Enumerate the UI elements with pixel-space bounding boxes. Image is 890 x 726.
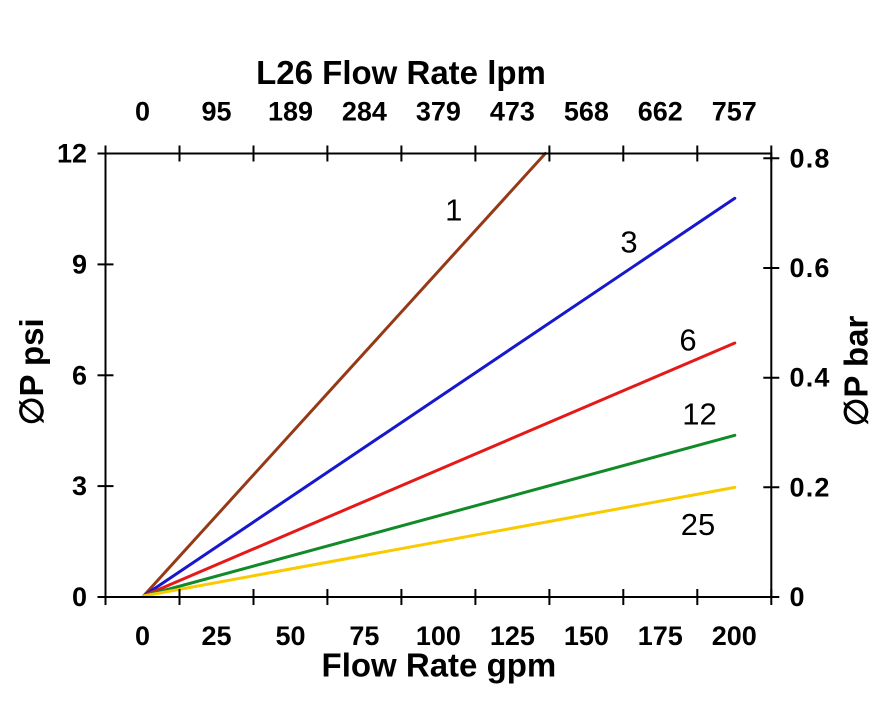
svg-text:0.6: 0.6 [790, 253, 831, 283]
svg-text:50: 50 [275, 621, 305, 651]
svg-text:6: 6 [72, 360, 87, 390]
svg-text:662: 662 [638, 97, 683, 127]
svg-text:200: 200 [712, 621, 757, 651]
svg-text:0: 0 [135, 97, 150, 127]
svg-text:568: 568 [564, 97, 609, 127]
svg-text:Flow Rate gpm: Flow Rate gpm [322, 647, 557, 684]
svg-text:0: 0 [72, 582, 87, 612]
svg-text:1: 1 [445, 193, 462, 228]
svg-text:284: 284 [342, 97, 387, 127]
svg-text:379: 379 [416, 97, 461, 127]
svg-text:∅P bar: ∅P bar [838, 316, 875, 427]
svg-text:95: 95 [201, 97, 231, 127]
svg-text:0.2: 0.2 [790, 472, 831, 502]
svg-text:3: 3 [620, 225, 637, 260]
svg-text:0.4: 0.4 [790, 363, 831, 393]
svg-text:25: 25 [681, 507, 715, 542]
svg-text:473: 473 [490, 97, 535, 127]
svg-text:12: 12 [682, 397, 716, 432]
svg-text:L26 Flow Rate lpm: L26 Flow Rate lpm [256, 54, 546, 91]
svg-text:9: 9 [72, 249, 87, 279]
svg-text:125: 125 [490, 621, 535, 651]
svg-text:12: 12 [57, 139, 87, 169]
svg-text:757: 757 [712, 97, 757, 127]
svg-text:0: 0 [790, 582, 806, 612]
svg-text:150: 150 [564, 621, 609, 651]
svg-text:100: 100 [416, 621, 461, 651]
svg-text:0.8: 0.8 [790, 143, 831, 173]
svg-text:175: 175 [638, 621, 683, 651]
svg-text:∅P psi: ∅P psi [13, 318, 50, 425]
svg-text:25: 25 [201, 621, 231, 651]
svg-text:0: 0 [135, 621, 150, 651]
svg-text:3: 3 [72, 471, 87, 501]
svg-text:189: 189 [268, 97, 313, 127]
svg-text:6: 6 [679, 323, 696, 358]
svg-text:75: 75 [349, 621, 379, 651]
